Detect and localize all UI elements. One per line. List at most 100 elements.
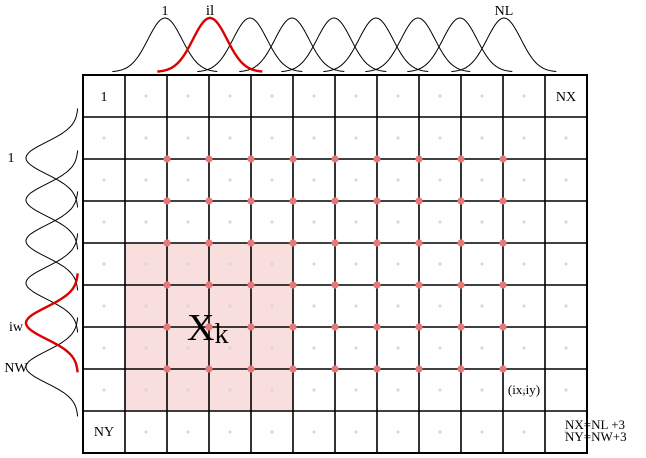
cell-center-dot [186, 136, 190, 140]
cell-center-dot [270, 178, 274, 182]
top-basis-curve-highlight [157, 16, 263, 73]
cell-center-dot [564, 346, 568, 350]
grid-node [205, 365, 213, 373]
cell-center-dot [186, 178, 190, 182]
cell-center-dot [396, 430, 400, 434]
cell-center-dot [186, 94, 190, 98]
cell-center-dot [102, 262, 106, 266]
cell-center-dot [144, 388, 148, 392]
cell-center-dot [312, 262, 316, 266]
cell-center-dot [396, 220, 400, 224]
cell-center-dot [480, 346, 484, 350]
left-basis-curve [25, 233, 79, 333]
top-basis-curves [112, 16, 557, 73]
cell-center-dot [312, 346, 316, 350]
grid-node [163, 155, 171, 163]
top-basis-curve [281, 17, 387, 73]
cell-center-dot [522, 430, 526, 434]
grid-node [247, 365, 255, 373]
cell-center-dot [228, 136, 232, 140]
grid-node [373, 281, 381, 289]
cell-center-dot [144, 220, 148, 224]
cell-center-dot [228, 304, 232, 308]
cell-center-dot [438, 430, 442, 434]
cell-center-dot [270, 136, 274, 140]
cell-center-dot [480, 388, 484, 392]
cell-label-pixel: (ix,iy) [508, 382, 540, 397]
cell-center-dot [354, 262, 358, 266]
cell-center-dot [396, 304, 400, 308]
cell-center-dot [564, 430, 568, 434]
cell-center-dot [480, 178, 484, 182]
top-label-last: NL [495, 4, 514, 19]
top-basis-curve [239, 17, 345, 73]
grid-node [373, 155, 381, 163]
cell-label-top-left: 1 [101, 90, 108, 105]
cell-center-dot [102, 136, 106, 140]
grid-node [163, 197, 171, 205]
left-basis-curves [24, 108, 79, 417]
cell-center-dot [144, 304, 148, 308]
top-basis-curve [365, 17, 471, 73]
cell-center-dot [312, 430, 316, 434]
grid-node [331, 323, 339, 331]
cell-center-dot [396, 388, 400, 392]
grid-node [205, 155, 213, 163]
top-basis-curve [323, 17, 429, 73]
grid-node [415, 365, 423, 373]
grid-node [415, 323, 423, 331]
grid-node [415, 239, 423, 247]
cell-center-dot [438, 346, 442, 350]
grid-node [289, 281, 297, 289]
cell-center-dot [312, 178, 316, 182]
cell-center-dot [396, 262, 400, 266]
grid-node [415, 281, 423, 289]
region-label-sub: k [214, 319, 228, 350]
grid-node [499, 155, 507, 163]
cell-center-dot [438, 178, 442, 182]
grid-node [415, 155, 423, 163]
region-label-main: X [187, 307, 214, 349]
grid-node [205, 281, 213, 289]
grid-node [373, 323, 381, 331]
grid-node [457, 155, 465, 163]
region-label: Xk [187, 307, 228, 350]
formula-nx: NX=NL +3 [565, 417, 625, 432]
formula-ny: NY=NW+3 [565, 429, 627, 444]
cell-center-dot [438, 304, 442, 308]
cell-center-dot [312, 304, 316, 308]
grid-node [499, 323, 507, 331]
grid-node [457, 323, 465, 331]
cell-center-dot [270, 388, 274, 392]
top-basis-curve [407, 17, 513, 73]
grid-node [499, 365, 507, 373]
grid-node [289, 365, 297, 373]
grid-node [457, 365, 465, 373]
cell-center-dot [522, 388, 526, 392]
cell-center-dot [522, 262, 526, 266]
cell-center-dot [354, 346, 358, 350]
cell-center-dot [144, 94, 148, 98]
cell-center-dot [522, 94, 526, 98]
cell-center-dot [228, 178, 232, 182]
cell-center-dot [144, 262, 148, 266]
grid-node [163, 239, 171, 247]
cell-center-dot [438, 136, 442, 140]
grid-node [289, 239, 297, 247]
cell-center-dot [144, 346, 148, 350]
cell-center-dot [396, 346, 400, 350]
grid-node [457, 197, 465, 205]
cell-center-dot [522, 220, 526, 224]
cell-center-dot [438, 220, 442, 224]
grid-node [205, 197, 213, 205]
grid-node [247, 197, 255, 205]
cell-center-dot [312, 388, 316, 392]
cell-center-dot [270, 220, 274, 224]
cell-center-dot [354, 178, 358, 182]
grid-node [247, 323, 255, 331]
grid-node [163, 365, 171, 373]
cell-center-dot [270, 94, 274, 98]
cell-center-dot [522, 136, 526, 140]
cell-center-dot [438, 388, 442, 392]
